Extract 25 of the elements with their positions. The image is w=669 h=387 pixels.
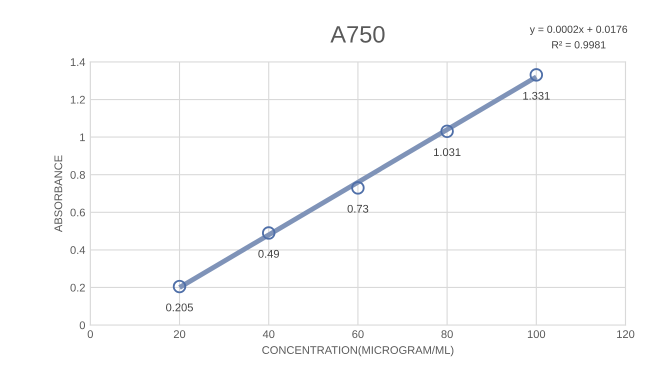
- y-tick-label: 0.2: [70, 284, 85, 292]
- x-tick-label: 100: [528, 330, 546, 338]
- data-label: 1.031: [434, 148, 460, 156]
- text: R² = 0.9981: [552, 41, 606, 48]
- y-tick-label: 1.2: [70, 96, 85, 104]
- x-tick-label: 0: [88, 330, 93, 338]
- y-tick-label: 1.4: [70, 58, 86, 66]
- y-tick-label: 0.6: [70, 208, 85, 216]
- x-tick-label: 60: [352, 330, 364, 338]
- data-label: 1.331: [523, 92, 550, 100]
- data-label: 0.49: [258, 250, 279, 258]
- x-tick-label: 40: [262, 330, 274, 338]
- y-tick-label: 0: [80, 321, 86, 330]
- data-label: 0.73: [348, 204, 368, 213]
- y-tick-label: 0.4: [70, 246, 86, 254]
- text: y = 0.0002x + 0.0176: [530, 26, 628, 36]
- data-label: 0.205: [166, 304, 193, 312]
- x-tick-label: 20: [174, 330, 186, 338]
- chart-title: A750: [330, 26, 385, 43]
- x-tick-label: 120: [617, 330, 634, 338]
- x-tick-label: 80: [441, 330, 453, 338]
- y-tick-label: 1: [80, 133, 85, 142]
- y-axis-title: ABSORBANCE: [54, 155, 62, 232]
- y-tick-label: 0.8: [70, 170, 85, 179]
- x-axis-title: CONCENTRATION(MICROGRAM/ML): [262, 346, 454, 356]
